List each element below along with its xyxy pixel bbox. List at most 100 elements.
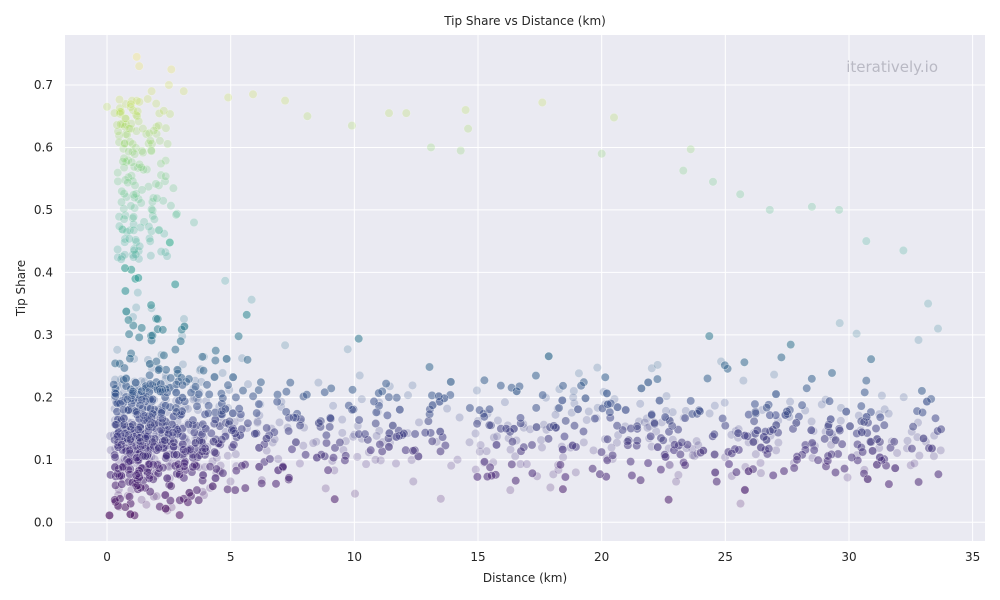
scatter-point [384, 442, 394, 452]
scatter-point [436, 494, 446, 504]
scatter-point [157, 428, 167, 438]
scatter-point [133, 433, 143, 443]
scatter-point [686, 144, 696, 154]
scatter-point [172, 469, 182, 479]
scatter-point [125, 405, 135, 415]
scatter-point [126, 384, 136, 394]
scatter-point [138, 447, 148, 457]
scatter-point [426, 142, 436, 152]
scatter-point [147, 452, 157, 462]
scatter-point [220, 431, 230, 441]
chart-title: Tip Share vs Distance (km) [443, 14, 606, 28]
scatter-point [503, 420, 513, 430]
scatter-point [484, 404, 494, 414]
scatter-point [618, 425, 628, 435]
scatter-point [161, 453, 171, 463]
scatter-point [820, 457, 830, 467]
scatter-point [227, 442, 237, 452]
scatter-point [836, 403, 846, 413]
scatter-point [169, 411, 179, 421]
scatter-point [733, 428, 743, 438]
scatter-point [765, 410, 775, 420]
scatter-point [210, 372, 220, 382]
scatter-point [423, 416, 433, 426]
scatter-point [262, 446, 272, 456]
scatter-point [652, 374, 662, 384]
scatter-point [292, 409, 302, 419]
scatter-point [757, 405, 767, 415]
scatter-point [128, 388, 138, 398]
scatter-point [576, 381, 586, 391]
scatter-point [201, 424, 211, 434]
scatter-point [240, 460, 250, 470]
scatter-point [213, 438, 223, 448]
scatter-point [254, 443, 264, 453]
scatter-point [338, 445, 348, 455]
scatter-point [560, 472, 570, 482]
scatter-point [198, 470, 208, 480]
scatter-point [184, 488, 194, 498]
scatter-point [613, 430, 623, 440]
scatter-point [126, 485, 136, 495]
scatter-point [749, 416, 759, 426]
scatter-point [237, 461, 247, 471]
scatter-point [877, 391, 887, 401]
scatter-point [284, 426, 294, 436]
scatter-point [165, 402, 175, 412]
scatter-point [152, 491, 162, 501]
scatter-point [191, 438, 201, 448]
scatter-point [791, 418, 801, 428]
scatter-point [150, 471, 160, 481]
scatter-point [128, 312, 138, 322]
scatter-point [162, 473, 172, 483]
scatter-point [702, 373, 712, 383]
scatter-point [116, 412, 126, 422]
scatter-point [817, 399, 827, 409]
scatter-point [129, 190, 139, 200]
scatter-point [863, 474, 873, 484]
scatter-point [807, 439, 817, 449]
scatter-point [291, 438, 301, 448]
scatter-point [192, 433, 202, 443]
scatter-point [315, 422, 325, 432]
scatter-point [217, 435, 227, 445]
scatter-point [231, 461, 241, 471]
scatter-point [634, 416, 644, 426]
scatter-point [130, 180, 140, 190]
y-tick-label: 0.3 [34, 328, 53, 342]
scatter-point [147, 86, 157, 96]
scatter-point [223, 380, 233, 390]
scatter-point [554, 403, 564, 413]
scatter-point [171, 396, 181, 406]
scatter-point [155, 429, 165, 439]
scatter-point [325, 413, 335, 423]
scatter-point [145, 417, 155, 427]
scatter-point [158, 400, 168, 410]
scatter-point [220, 404, 230, 414]
scatter-point [280, 96, 290, 106]
scatter-point [773, 438, 783, 448]
scatter-point [600, 372, 610, 382]
scatter-point [125, 509, 135, 519]
scatter-point [933, 426, 943, 436]
scatter-point [325, 422, 335, 432]
scatter-point [145, 459, 155, 469]
scatter-point [821, 395, 831, 405]
scatter-point [216, 412, 226, 422]
scatter-point [188, 462, 198, 472]
scatter-point [296, 417, 306, 427]
scatter-point [193, 396, 203, 406]
scatter-point [653, 442, 663, 452]
scatter-point [325, 413, 335, 423]
scatter-point [162, 437, 172, 447]
scatter-point [125, 492, 135, 502]
scatter-point [212, 464, 222, 474]
scatter-point [557, 442, 567, 452]
scatter-point [184, 488, 194, 498]
scatter-point [119, 453, 129, 463]
scatter-point [110, 358, 120, 368]
scatter-point [134, 464, 144, 474]
scatter-point [173, 365, 183, 375]
scatter-point [254, 443, 264, 453]
scatter-point [602, 434, 612, 444]
